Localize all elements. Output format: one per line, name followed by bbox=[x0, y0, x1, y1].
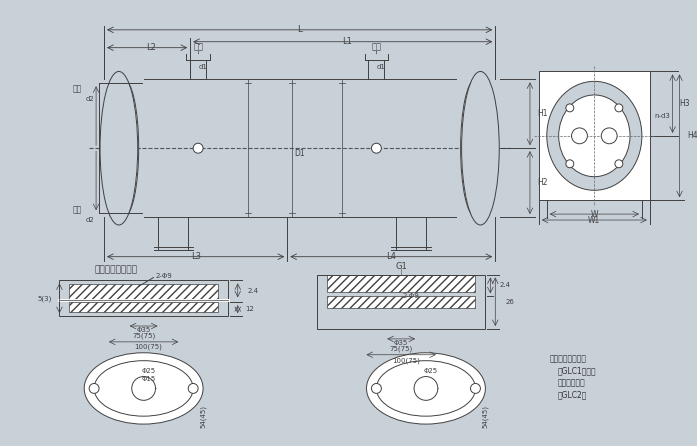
Text: L4: L4 bbox=[386, 252, 396, 261]
Text: H3: H3 bbox=[680, 99, 690, 108]
Bar bbox=[317, 274, 485, 329]
Text: d1: d1 bbox=[199, 65, 208, 70]
Bar bbox=[327, 296, 475, 308]
Text: d2: d2 bbox=[86, 96, 95, 102]
Text: 75(75): 75(75) bbox=[132, 333, 155, 339]
Bar bbox=[539, 71, 650, 200]
Text: 75(75): 75(75) bbox=[390, 346, 413, 352]
Text: 进油: 进油 bbox=[193, 42, 203, 51]
Ellipse shape bbox=[461, 79, 490, 217]
Ellipse shape bbox=[84, 353, 203, 424]
Text: Φ15: Φ15 bbox=[141, 376, 155, 381]
Ellipse shape bbox=[94, 361, 193, 416]
Text: 2.4: 2.4 bbox=[247, 289, 259, 294]
Circle shape bbox=[566, 160, 574, 168]
Text: H4: H4 bbox=[687, 131, 697, 140]
Circle shape bbox=[470, 384, 480, 393]
Ellipse shape bbox=[546, 81, 642, 190]
Text: 5(3): 5(3) bbox=[37, 295, 52, 301]
Text: W: W bbox=[590, 210, 598, 219]
Circle shape bbox=[89, 384, 99, 393]
Ellipse shape bbox=[461, 71, 499, 225]
Text: L1: L1 bbox=[342, 37, 352, 46]
Circle shape bbox=[572, 128, 588, 144]
Ellipse shape bbox=[376, 361, 475, 416]
Text: 2.4: 2.4 bbox=[499, 282, 510, 289]
Text: H1: H1 bbox=[537, 109, 547, 118]
Text: W1: W1 bbox=[588, 215, 601, 224]
Text: 进出油口法兰尺寸: 进出油口法兰尺寸 bbox=[94, 265, 137, 274]
Bar bbox=[327, 274, 475, 292]
Text: Φ25: Φ25 bbox=[141, 368, 155, 374]
Text: L: L bbox=[297, 25, 302, 34]
Circle shape bbox=[566, 104, 574, 112]
Text: 是GLC2。: 是GLC2。 bbox=[558, 390, 587, 399]
Circle shape bbox=[372, 384, 381, 393]
Text: 加括号的尺寸: 加括号的尺寸 bbox=[558, 378, 585, 387]
Circle shape bbox=[372, 143, 381, 153]
Text: L2: L2 bbox=[146, 43, 156, 52]
Ellipse shape bbox=[100, 71, 138, 225]
Text: d2: d2 bbox=[86, 217, 95, 223]
Circle shape bbox=[414, 376, 438, 401]
Circle shape bbox=[188, 384, 198, 393]
Text: D1: D1 bbox=[294, 149, 305, 158]
Text: 2-Φ9: 2-Φ9 bbox=[403, 293, 420, 299]
Bar bbox=[59, 281, 228, 316]
Bar bbox=[69, 302, 218, 312]
Text: G1: G1 bbox=[395, 262, 407, 271]
Circle shape bbox=[615, 160, 623, 168]
Text: 是GLC1型，不: 是GLC1型，不 bbox=[558, 366, 597, 375]
Text: Φ35: Φ35 bbox=[137, 327, 151, 333]
Text: Φ35: Φ35 bbox=[394, 340, 408, 346]
Circle shape bbox=[193, 143, 203, 153]
Ellipse shape bbox=[367, 353, 485, 424]
Text: 注：括号内的尺寸: 注：括号内的尺寸 bbox=[550, 354, 587, 363]
Circle shape bbox=[602, 128, 617, 144]
Text: 100(75): 100(75) bbox=[392, 357, 420, 364]
Text: 进水: 进水 bbox=[73, 206, 82, 215]
Ellipse shape bbox=[109, 79, 139, 217]
Text: Φ25: Φ25 bbox=[424, 368, 438, 374]
Text: 26: 26 bbox=[505, 299, 514, 305]
Text: n-d3: n-d3 bbox=[654, 113, 671, 119]
Text: 出油: 出油 bbox=[372, 42, 381, 51]
Text: 100(75): 100(75) bbox=[135, 343, 162, 350]
Text: d1: d1 bbox=[377, 65, 386, 70]
Bar bbox=[69, 285, 218, 300]
Text: 54(45): 54(45) bbox=[200, 405, 206, 428]
Text: 54(45): 54(45) bbox=[482, 405, 489, 428]
Text: H2: H2 bbox=[537, 178, 547, 187]
Text: L3: L3 bbox=[191, 252, 201, 261]
Text: 12: 12 bbox=[245, 306, 254, 312]
Circle shape bbox=[132, 376, 155, 401]
Text: 出水: 出水 bbox=[73, 85, 82, 94]
Circle shape bbox=[615, 104, 623, 112]
Text: 2-Φ9: 2-Φ9 bbox=[155, 273, 172, 280]
Ellipse shape bbox=[559, 95, 630, 177]
